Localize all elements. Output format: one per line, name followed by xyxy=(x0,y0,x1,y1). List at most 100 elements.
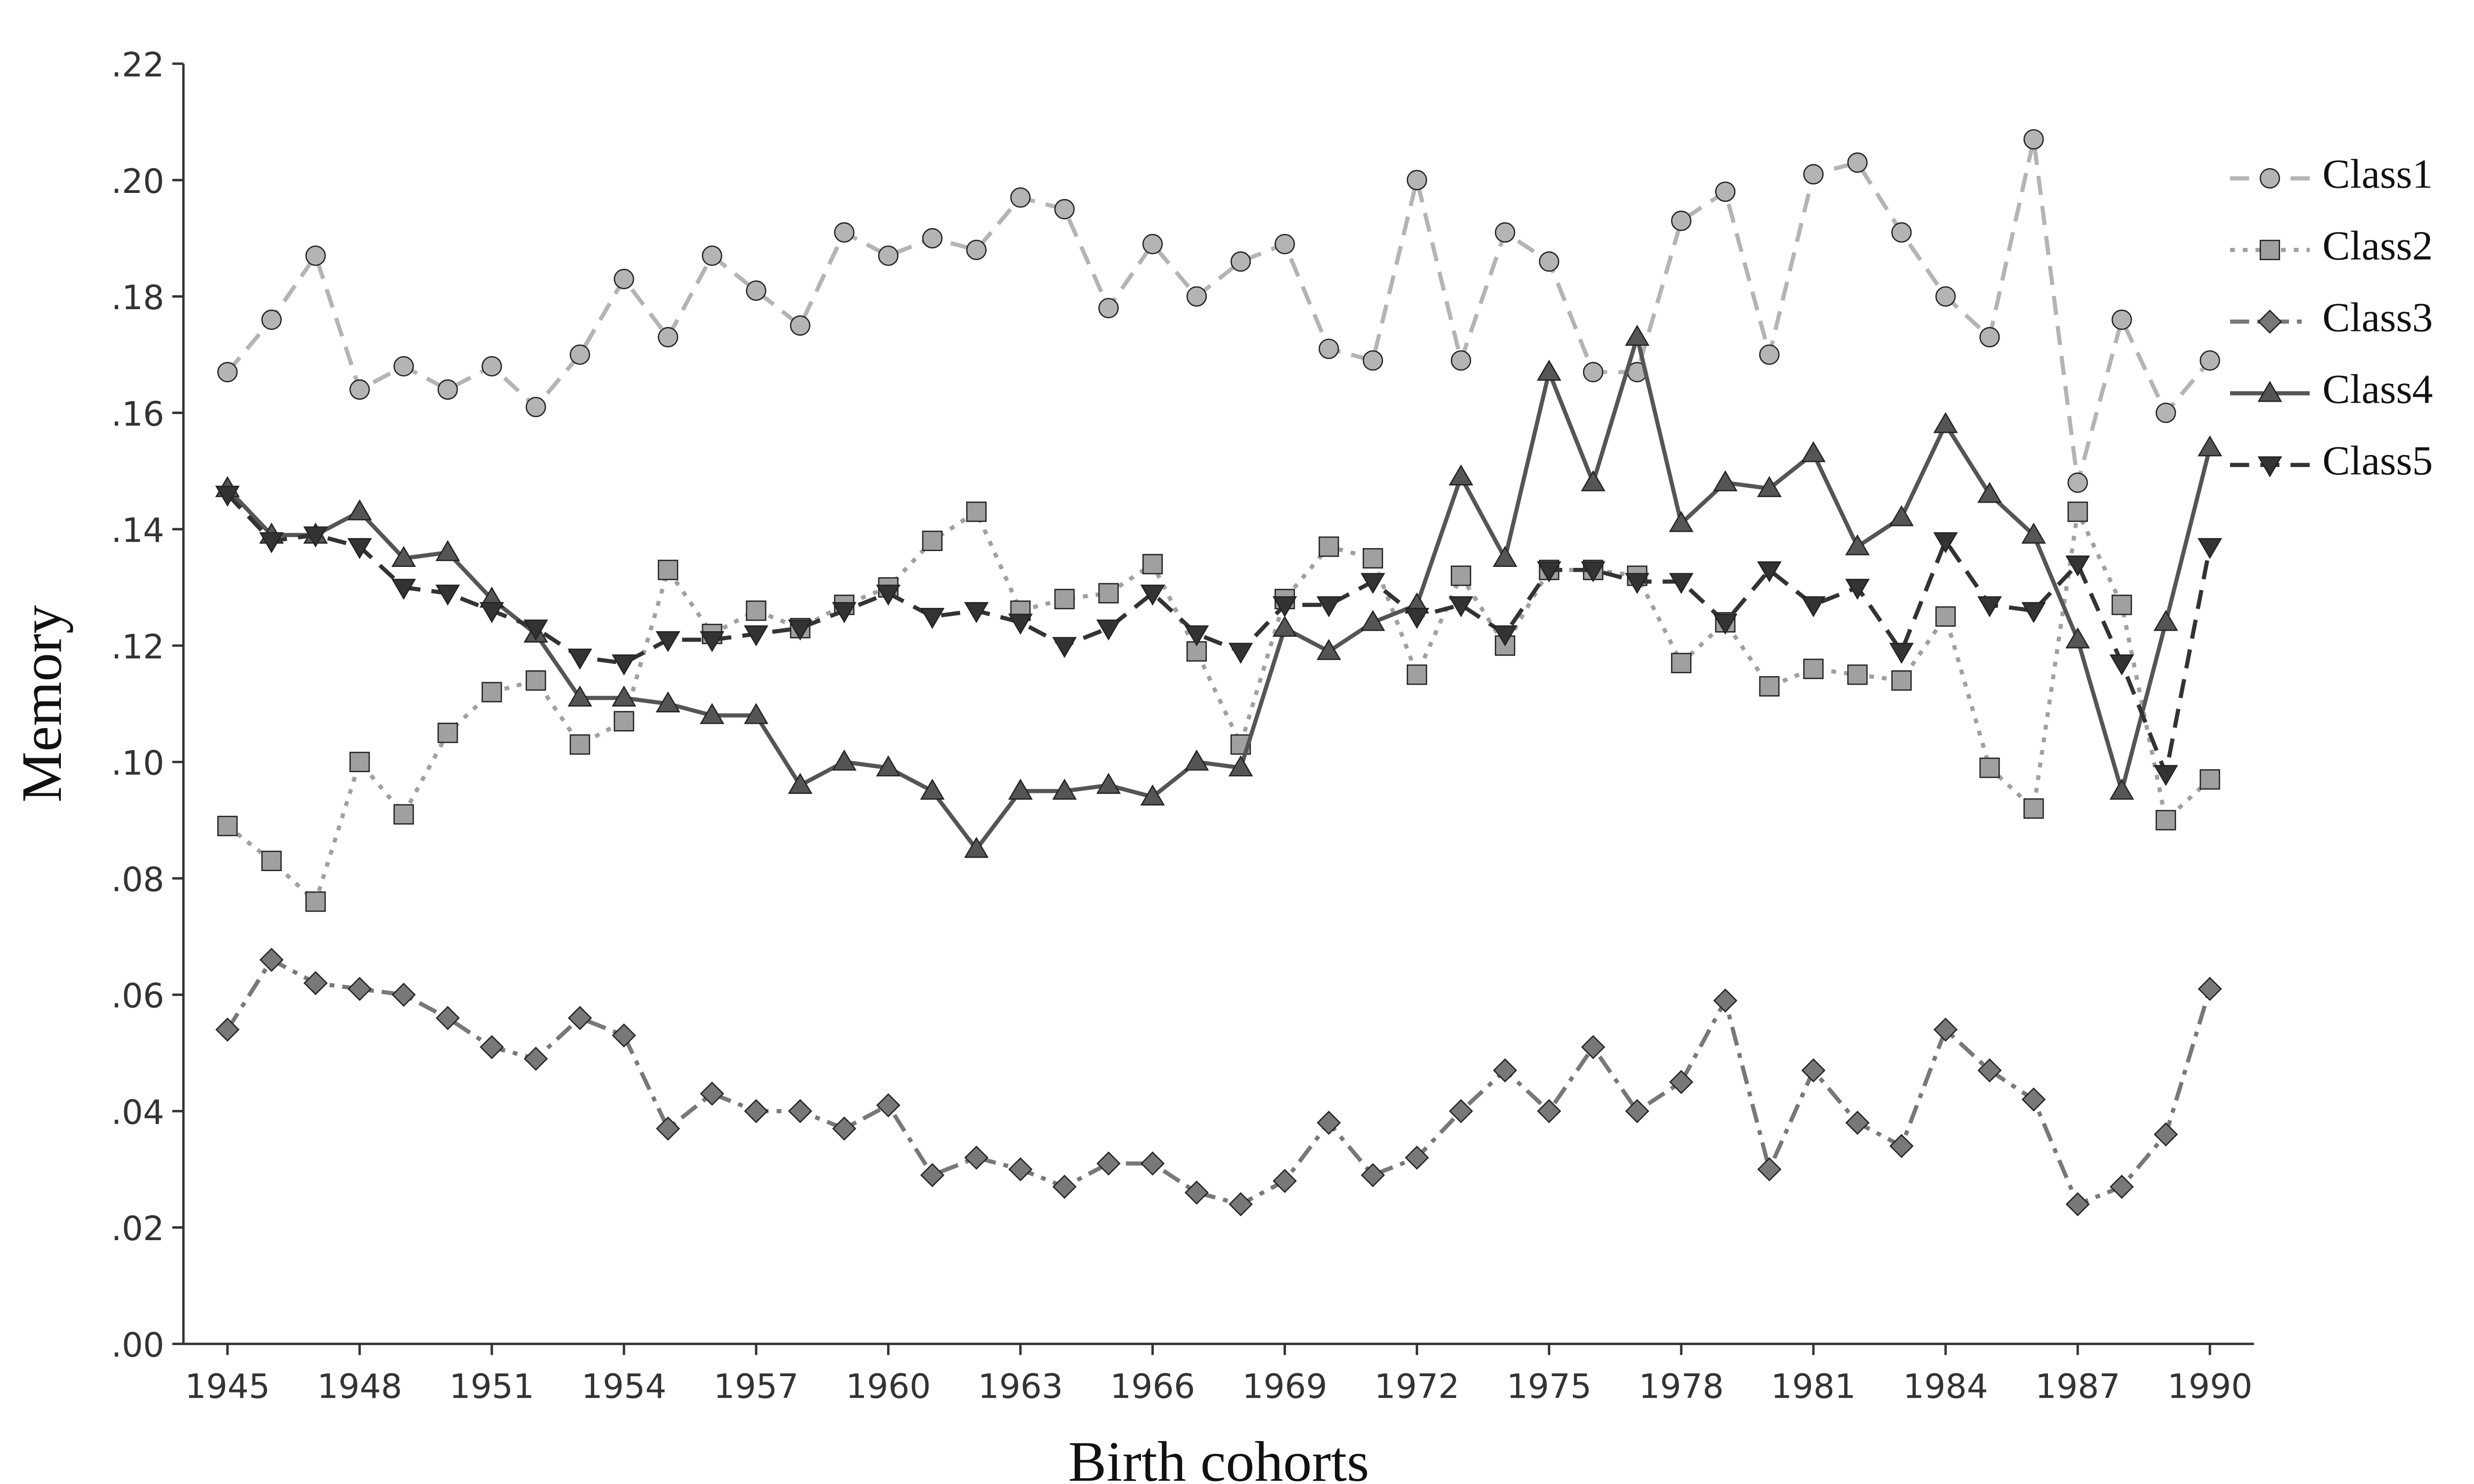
marker xyxy=(1801,441,1826,463)
series-line xyxy=(226,493,2212,781)
marker xyxy=(2199,350,2220,371)
marker xyxy=(1096,773,1121,794)
y-tick-label: .08 xyxy=(111,860,164,899)
marker xyxy=(2109,779,2134,800)
marker xyxy=(435,540,460,561)
marker xyxy=(1759,344,1780,365)
marker xyxy=(1008,779,1033,800)
marker xyxy=(1889,505,1914,526)
marker xyxy=(1539,251,1560,272)
marker xyxy=(744,625,768,647)
legend-marker xyxy=(2257,380,2283,402)
marker xyxy=(834,222,855,243)
marker xyxy=(656,691,680,713)
marker xyxy=(481,682,502,702)
marker xyxy=(1228,643,1253,664)
marker xyxy=(876,755,901,777)
marker xyxy=(1713,470,1738,492)
marker xyxy=(1360,573,1385,594)
legend-label: Class1 xyxy=(2323,151,2433,197)
marker xyxy=(788,1099,812,1123)
marker xyxy=(612,1023,636,1048)
marker xyxy=(1492,546,1518,567)
marker xyxy=(1803,658,1824,679)
y-tick-label: .20 xyxy=(111,162,164,201)
marker xyxy=(2021,602,2046,623)
marker xyxy=(2153,1122,2178,1147)
marker xyxy=(1801,596,1826,617)
marker xyxy=(966,239,987,260)
marker xyxy=(744,1099,768,1123)
marker xyxy=(217,362,238,382)
marker xyxy=(1142,554,1163,575)
y-tick-label: .02 xyxy=(111,1209,164,1248)
series-line xyxy=(226,329,2212,853)
marker xyxy=(1891,670,1912,691)
marker xyxy=(1229,1192,1253,1216)
marker xyxy=(1316,596,1341,617)
series-line xyxy=(226,139,2212,483)
x-tick-label: 1966 xyxy=(1110,1367,1195,1406)
marker xyxy=(1889,1134,1914,1159)
marker xyxy=(1625,325,1650,346)
marker xyxy=(1669,1070,1694,1094)
marker xyxy=(479,1035,504,1060)
marker xyxy=(1404,607,1429,629)
marker xyxy=(2065,1192,2090,1216)
marker xyxy=(1184,749,1209,771)
x-tick-label: 1981 xyxy=(1771,1367,1856,1406)
marker xyxy=(2067,472,2088,493)
marker xyxy=(1010,187,1031,208)
marker xyxy=(391,982,416,1007)
marker xyxy=(2155,810,2176,831)
legend-marker xyxy=(2258,309,2282,334)
marker xyxy=(1318,338,1339,359)
marker xyxy=(2109,654,2134,676)
marker xyxy=(658,327,678,348)
y-tick-label: .12 xyxy=(111,627,164,666)
marker xyxy=(347,499,372,520)
marker xyxy=(1933,412,1958,433)
marker xyxy=(2065,556,2090,577)
marker xyxy=(261,850,282,871)
marker xyxy=(964,836,989,858)
marker xyxy=(922,530,943,551)
y-tick-label: .00 xyxy=(111,1325,164,1364)
marker xyxy=(876,584,901,606)
marker xyxy=(1845,1111,1870,1135)
marker xyxy=(259,532,284,554)
marker xyxy=(2197,435,2222,457)
marker xyxy=(1581,1035,1606,1060)
marker xyxy=(700,631,724,652)
marker xyxy=(922,228,943,249)
x-tick-label: 1948 xyxy=(317,1367,402,1406)
marker xyxy=(1713,613,1738,635)
marker xyxy=(788,773,812,794)
marker xyxy=(2111,309,2132,330)
marker xyxy=(393,356,414,377)
marker xyxy=(435,584,460,606)
y-tick-label: .16 xyxy=(111,394,164,433)
marker xyxy=(347,976,372,1001)
marker xyxy=(1184,625,1209,647)
marker xyxy=(656,631,680,652)
marker xyxy=(1493,1058,1518,1083)
marker xyxy=(1933,1018,1958,1042)
legend-label: Class3 xyxy=(2323,294,2433,340)
marker xyxy=(876,1093,901,1117)
x-tick-label: 1984 xyxy=(1903,1367,1988,1406)
y-axis-title: Memory xyxy=(10,605,74,802)
x-tick-label: 1987 xyxy=(2035,1367,2120,1406)
marker xyxy=(1449,1099,1474,1123)
marker xyxy=(1054,199,1075,220)
marker xyxy=(1407,664,1427,685)
marker xyxy=(1537,1099,1562,1123)
marker xyxy=(1847,664,1868,685)
marker xyxy=(1713,988,1738,1013)
marker xyxy=(1757,476,1782,497)
marker xyxy=(920,1163,945,1187)
marker xyxy=(832,749,856,771)
marker xyxy=(832,602,856,623)
series-line xyxy=(226,957,2212,1207)
marker xyxy=(658,559,678,580)
